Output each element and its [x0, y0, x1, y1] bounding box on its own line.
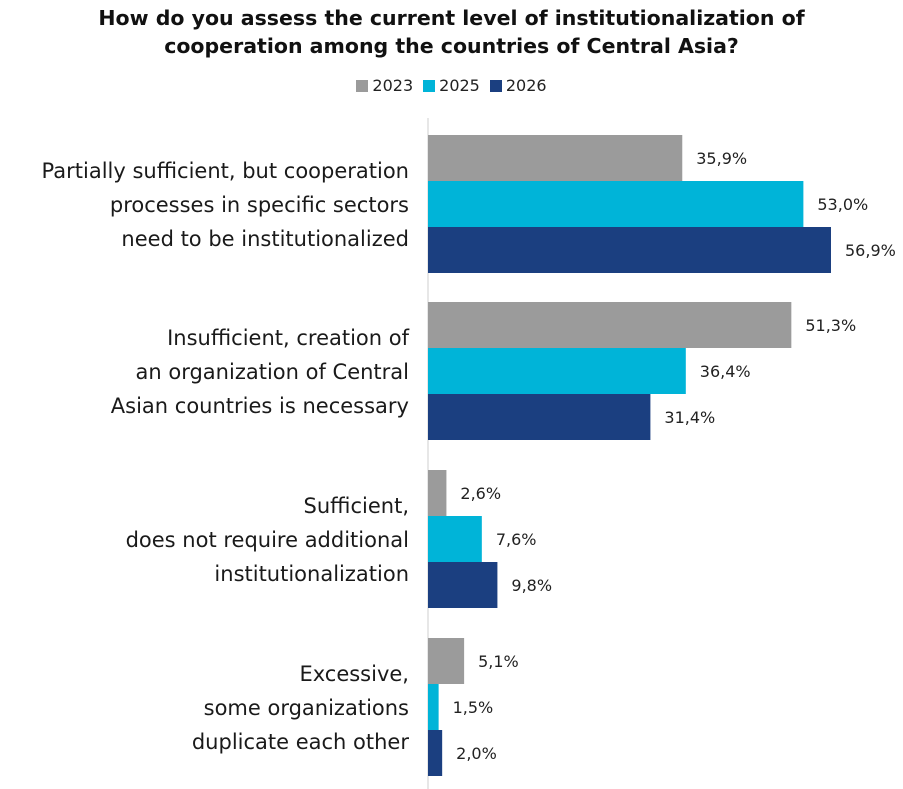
legend-swatch-2023	[356, 79, 369, 92]
data-label-2026-cat-4: 2,0%	[456, 744, 497, 763]
data-label-2023-cat-4: 5,1%	[478, 652, 519, 671]
chart-legend: 2023 2025 2026	[0, 76, 903, 95]
chart-title-line-2: cooperation among the countries of Centr…	[164, 34, 739, 58]
chart-title-line-1: How do you assess the current level of i…	[98, 6, 805, 30]
bar-2026-cat-4	[428, 730, 443, 776]
bar-2025-cat-1	[428, 181, 804, 227]
category-label-2-line-3: Asian countries is necessary	[111, 394, 409, 418]
category-label-3-line-1: Sufficient,	[304, 494, 409, 518]
category-label-1-line-1: Partially sufficient, but cooperation	[42, 159, 409, 183]
legend-swatch-2026	[489, 79, 502, 92]
bar-2026-cat-1	[428, 227, 831, 273]
data-label-2025-cat-4: 1,5%	[453, 698, 494, 717]
bar-2023-cat-1	[428, 135, 683, 181]
bar-2025-cat-4	[428, 684, 439, 730]
data-label-2025-cat-3: 7,6%	[496, 530, 537, 549]
category-label-2-line-2: an organization of Central	[136, 360, 409, 384]
legend-label-2025: 2025	[439, 76, 480, 95]
category-label-4-line-2: some organizations	[204, 696, 409, 720]
category-label-3-line-2: does not require additional	[126, 528, 409, 552]
data-label-2023-cat-1: 35,9%	[696, 149, 747, 168]
data-label-2025-cat-1: 53,0%	[817, 195, 868, 214]
category-label-1-line-3: need to be institutionalized	[121, 227, 409, 251]
chart-title: How do you assess the current level of i…	[0, 4, 903, 60]
category-label-4-line-1: Excessive,	[299, 662, 409, 686]
data-label-2023-cat-2: 51,3%	[805, 316, 856, 335]
bar-2025-cat-3	[428, 516, 482, 562]
bar-2023-cat-2	[428, 302, 792, 348]
legend-item-2026: 2026	[489, 76, 547, 95]
bar-2026-cat-3	[428, 562, 498, 608]
legend-label-2023: 2023	[372, 76, 414, 95]
category-label-1-line-2: processes in specific sectors	[110, 193, 409, 217]
bar-2026-cat-2	[428, 394, 651, 440]
category-label-4-line-3: duplicate each other	[192, 730, 410, 754]
legend-label-2026: 2026	[505, 76, 547, 95]
category-label-2-line-1: Insufficient, creation of	[167, 326, 410, 350]
data-label-2026-cat-1: 56,9%	[845, 241, 896, 260]
bar-2025-cat-2	[428, 348, 686, 394]
category-label-3-line-3: institutionalization	[214, 562, 409, 586]
data-label-2025-cat-2: 36,4%	[700, 362, 751, 381]
legend-item-2025: 2025	[423, 76, 480, 95]
legend-swatch-2025	[423, 79, 436, 92]
data-label-2026-cat-2: 31,4%	[664, 408, 715, 427]
legend-item-2023: 2023	[356, 76, 413, 95]
bar-2023-cat-3	[428, 470, 447, 516]
bar-2023-cat-4	[428, 638, 465, 684]
data-label-2023-cat-3: 2,6%	[460, 484, 501, 503]
data-label-2026-cat-3: 9,8%	[511, 576, 552, 595]
